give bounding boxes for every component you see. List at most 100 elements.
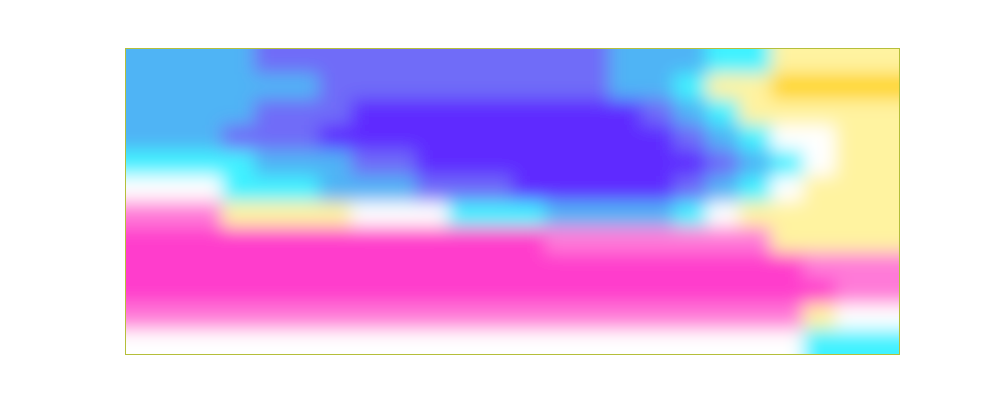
heatmap-cell [190,227,223,253]
heatmap-cell [254,278,287,304]
heatmap-cell [480,48,513,74]
heatmap-cell [190,304,223,330]
heatmap-cell [222,304,255,330]
heatmap-cell [351,48,384,74]
heatmap-cell [545,329,578,355]
heatmap-cell [383,253,416,279]
heatmap-cell [577,99,610,125]
heatmap-cell [513,278,546,304]
heatmap-cell [609,74,642,100]
heatmap-cell [771,150,804,176]
heatmap-cell [868,304,900,330]
heatmap-cell [125,99,158,125]
heatmap-cell [803,74,836,100]
heatmap-cell [642,329,675,355]
heatmap-cell [254,329,287,355]
heatmap-cell [513,48,546,74]
heatmap-cell [286,125,319,151]
heatmap-cell [545,176,578,202]
heatmap-cell [319,99,352,125]
heatmap-cell [609,227,642,253]
heatmap-cell [125,74,158,100]
heatmap-cell [771,227,804,253]
heatmap-cell [803,150,836,176]
heatmap-cell [642,74,675,100]
heatmap-cell [351,278,384,304]
heatmap-cell [706,176,739,202]
heatmap-cell [674,125,707,151]
heatmap-cell [319,278,352,304]
heatmap-cell [706,278,739,304]
heatmap-cell [706,74,739,100]
heatmap-cell [642,125,675,151]
heatmap-cell [706,48,739,74]
heatmap-cell [190,176,223,202]
heatmap-cell [803,99,836,125]
heatmap-cell [868,99,900,125]
heatmap-cell [383,176,416,202]
heatmap-cell [254,304,287,330]
heatmap-cell [545,253,578,279]
heatmap-cell [835,74,868,100]
heatmap-cell [448,74,481,100]
heatmap-cell [739,150,772,176]
heatmap-cell [577,304,610,330]
heatmap-cell [416,176,449,202]
heatmap-cell [577,150,610,176]
heatmap-cell [674,202,707,228]
heatmap-cell [706,202,739,228]
heatmap-cell [448,176,481,202]
heatmap-cell [448,304,481,330]
plot-frame [126,49,900,355]
heatmap-cell [739,329,772,355]
heatmap-cell [545,99,578,125]
heatmap-cell [835,150,868,176]
heatmap-cell [803,48,836,74]
heatmap-cell [868,125,900,151]
heatmap-cell [771,304,804,330]
heatmap-cell [125,125,158,151]
heatmap-cell [351,150,384,176]
heatmap-cell [157,74,190,100]
heatmap-cell [739,99,772,125]
heatmap-cell [254,202,287,228]
heatmap-cell [480,304,513,330]
heatmap-cell [868,227,900,253]
heatmap-cell [642,99,675,125]
heatmap-cell [868,176,900,202]
chart [0,0,1000,400]
heatmap-cell [286,74,319,100]
heatmap-cell [513,176,546,202]
heatmap-cell [125,150,158,176]
heatmap-cell [706,99,739,125]
heatmap-cell [706,150,739,176]
heatmap-cell [577,253,610,279]
heatmap-cell [416,202,449,228]
heatmap-cell [835,48,868,74]
heatmap-cell [674,48,707,74]
heatmap-cell [642,150,675,176]
heatmap-cell [157,278,190,304]
heatmap-cell [286,227,319,253]
heatmap-cell [448,99,481,125]
heatmap-cell [642,304,675,330]
heatmap-cell [803,227,836,253]
heatmap-cell [706,227,739,253]
heatmap-cell [545,304,578,330]
heatmap-cell [513,304,546,330]
heatmap-cell [706,329,739,355]
heatmap-cell [157,253,190,279]
heatmap-cell [157,329,190,355]
heatmap-cell [835,176,868,202]
heatmap-cell [254,99,287,125]
heatmap-cell [351,125,384,151]
heatmap-cell [416,74,449,100]
heatmap-cell [739,74,772,100]
heatmap-cell [577,278,610,304]
heatmap-cell [771,125,804,151]
heatmap-cell [480,253,513,279]
heatmap-cell [868,74,900,100]
heatmap-cell [190,278,223,304]
heatmap-cell [545,125,578,151]
heatmap-cell [222,253,255,279]
